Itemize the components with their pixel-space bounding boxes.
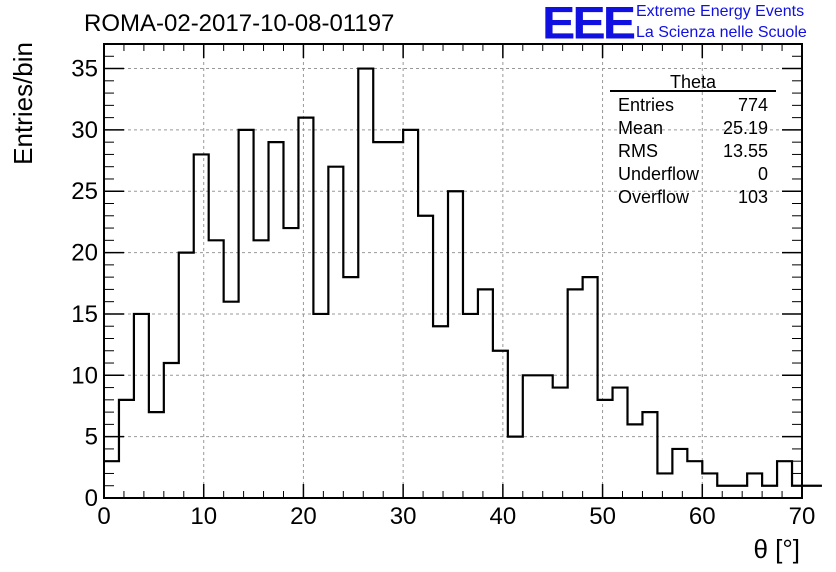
x-tick-label: 60 [689, 503, 716, 530]
x-tick-label: 70 [789, 503, 816, 530]
y-axis-label: Entries/bin [8, 42, 38, 165]
x-tick-labels: 0 10 20 30 40 50 60 70 [97, 503, 815, 530]
stats-title: Theta [670, 72, 717, 92]
stats-row-label: Underflow [618, 164, 700, 184]
y-tick-label: 30 [71, 117, 98, 144]
stats-row-label: Entries [618, 95, 674, 115]
stats-row-label: RMS [618, 141, 658, 161]
stats-row-label: Overflow [618, 187, 690, 207]
x-tick-label: 50 [589, 503, 616, 530]
y-tick-label: 25 [71, 178, 98, 205]
eee-logo: EEE [542, 0, 636, 49]
x-tick-label: 20 [290, 503, 317, 530]
stats-row-value: 774 [738, 95, 768, 115]
stats-rows: Entries 774 Mean 25.19 RMS 13.55 Underflow 0 Ove… [618, 95, 768, 207]
plot-frame [103, 43, 803, 499]
logo-line-1: Extreme Energy Events [636, 3, 805, 20]
stats-box-graphic: Theta Entries 774 Mean 25.19 RMS 13.55 Underfl… [610, 72, 776, 207]
stats-row-value: 0 [758, 164, 768, 184]
stats-row-label: Mean [618, 118, 663, 138]
y-tick-labels: 0 5 10 15 20 25 30 35 [71, 56, 98, 512]
chart-title: ROMA-02-2017-10-08-01197 [84, 10, 395, 37]
x-tick-label: 0 [97, 503, 110, 530]
stats-box: Theta Entries 774 Mean 25.19 RMS 13.55 Underfl… [608, 70, 776, 215]
logo-line-2: La Scienza nelle Scuole [636, 24, 807, 41]
stats-row-value: 25.19 [723, 118, 768, 138]
x-tick-label: 30 [390, 503, 417, 530]
y-tick-label: 35 [71, 56, 98, 83]
x-tick-label: 10 [190, 503, 217, 530]
y-tick-label: 10 [71, 362, 98, 389]
stats-row-value: 103 [738, 187, 768, 207]
y-tick-label: 20 [71, 240, 98, 267]
y-tick-label: 5 [85, 424, 98, 451]
y-tick-label: 0 [85, 485, 98, 512]
y-tick-label: 15 [71, 301, 98, 328]
axis-ticks [103, 43, 803, 499]
x-axis-label: θ [°] [753, 534, 800, 564]
histogram-step-line [104, 67, 822, 487]
stats-row-value: 13.55 [723, 141, 768, 161]
x-tick-label: 40 [490, 503, 517, 530]
